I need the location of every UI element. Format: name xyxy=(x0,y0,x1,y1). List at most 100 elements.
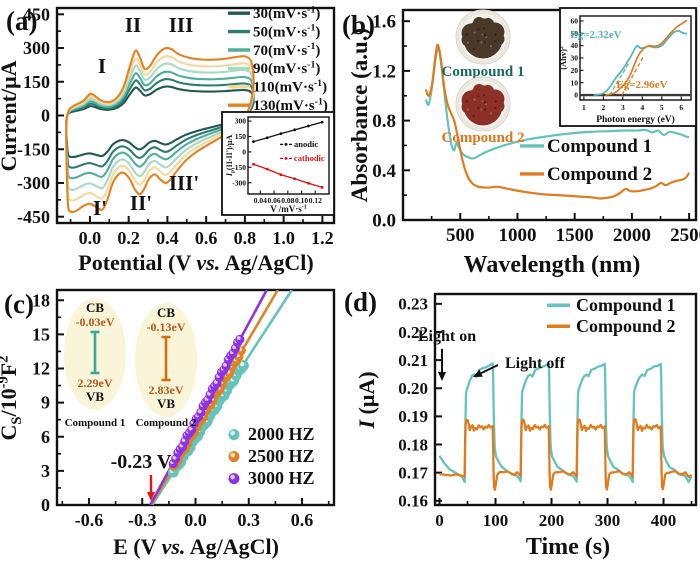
inset-y-label: (Ahv)2 xyxy=(558,46,568,70)
peak-label-II': II' xyxy=(130,191,152,215)
panel-a: (a) 0.0 0.2 0.4 0.6 0.8 1.0 1.2 -450 -300 -150 0 15… xyxy=(0,0,350,281)
legend-label: 30(mV·s-1) xyxy=(253,4,320,22)
speckle xyxy=(477,39,480,42)
powder-photo-1 xyxy=(455,9,511,65)
speckle xyxy=(483,108,487,111)
speckle xyxy=(472,114,475,118)
inset-marker xyxy=(265,167,269,171)
x-tick-label: 5 xyxy=(660,103,664,112)
mott-schottky-chart: -0.6 -0.3 0.0 0.3 0.6 0 3 6 9 12 15 18 E (V vs. Ag/A… xyxy=(0,288,336,559)
marker-highlight xyxy=(230,452,235,458)
peak-label-II: II xyxy=(125,13,141,37)
gap-energy: 2.29eV xyxy=(78,376,113,390)
x-tick-label: 0.0 xyxy=(79,228,102,248)
photocurrent-chart: 0 100 200 300 400 0.16 0.17 0.18 0.19 0.20 0.21 0.2… xyxy=(354,292,698,560)
x-tick-label: 0.2 xyxy=(117,228,140,248)
inset-box xyxy=(559,7,697,127)
arrow-head xyxy=(147,492,155,501)
y-tick-label: 450 xyxy=(23,4,50,24)
legend-label: 130(mV·s-1) xyxy=(253,96,328,114)
powder xyxy=(461,100,475,114)
inset-line-anodic xyxy=(253,121,323,143)
x-tick-label: 500 xyxy=(446,225,475,246)
y-tick-label: 0.22 xyxy=(398,323,428,342)
marker-highlight xyxy=(230,474,235,480)
legend-label: 3000 HZ xyxy=(248,468,315,488)
panel-c: (c) -0.6 -0.3 0.0 0.3 0.6 0 3 6 9 12 15 18 E (V vs. … xyxy=(0,281,350,563)
marker-highlight xyxy=(197,409,202,414)
y-tick-label: 0.4 xyxy=(372,161,396,182)
y-tick-label: 0.21 xyxy=(398,351,428,370)
y-tick-label: 40 xyxy=(571,41,579,50)
inset-marker xyxy=(279,132,283,136)
y-tick-label: 150 xyxy=(235,132,247,141)
powder-photo-2 xyxy=(455,76,511,132)
panel-a-label: (a) xyxy=(6,6,38,36)
cb-energy: -0.03eV xyxy=(76,315,115,329)
speckle xyxy=(483,41,487,44)
y-tick-label: 0 xyxy=(41,106,50,126)
inset-marker xyxy=(307,181,310,185)
x-tick-label: 0.12 xyxy=(309,196,322,205)
x-tick-label: 6 xyxy=(679,103,683,112)
marker-highlight xyxy=(172,455,177,460)
dish-rim xyxy=(457,78,509,130)
speckle xyxy=(482,27,485,30)
peak-label-III: III xyxy=(169,13,194,37)
y-tick-label: 0.17 xyxy=(398,463,428,482)
speckle xyxy=(477,28,480,31)
x-axis-label: Wavelength (nm) xyxy=(464,252,641,278)
inset-marker xyxy=(320,185,324,189)
powder xyxy=(461,33,475,47)
photo-label-2: Compound 2 xyxy=(442,130,525,146)
inset-marker xyxy=(293,128,297,132)
x-tick-label: 200 xyxy=(539,511,565,530)
vb-label: VB xyxy=(86,389,104,404)
y-tick-label: 0 xyxy=(574,91,578,100)
inset-legend-anodic: anodic xyxy=(294,139,318,149)
speckle xyxy=(465,33,468,36)
legend-label: 70(mV·s-1) xyxy=(253,41,320,59)
panel-d-label: (d) xyxy=(344,287,377,317)
speckle xyxy=(494,33,497,36)
powder xyxy=(482,85,494,97)
x-axis-label: Potential (V vs. Ag/AgCl) xyxy=(78,250,313,275)
plot-frame xyxy=(433,292,698,507)
speckle xyxy=(482,94,485,97)
powder xyxy=(482,18,494,30)
y-tick-label: -450 xyxy=(17,207,50,227)
ip-inset: 0.04 0.06 0.08 0.10 0.12 -300 -150 0 150 300 V /mV… xyxy=(221,111,335,216)
legend-label: 2500 HZ xyxy=(248,446,315,466)
panel-b: (b) 50010001500200025000.00.40.81.21.6Wa… xyxy=(342,0,700,281)
powder xyxy=(473,17,485,29)
speckle xyxy=(480,41,483,44)
y-tick-label: 300 xyxy=(23,38,50,58)
x-tick-label: 0.4 xyxy=(156,228,179,248)
inset-legend-dot xyxy=(284,157,288,160)
photo-label-1: Compound 1 xyxy=(442,64,525,80)
speckle xyxy=(481,100,484,103)
y-tick-label: 0.8 xyxy=(372,111,396,132)
spectrum-Compound 2 xyxy=(424,43,691,200)
x-tick-label: 2500 xyxy=(670,225,700,246)
x-tick-label: 0.06 xyxy=(268,196,281,205)
absorbance-chart: 50010001500200025000.00.40.81.21.6Wavele… xyxy=(350,7,700,278)
panel-c-label: (c) xyxy=(4,289,34,319)
marker-highlight xyxy=(239,361,245,367)
powder xyxy=(491,32,505,46)
y-tick-label: 0.19 xyxy=(398,407,428,426)
cb-label: CB xyxy=(157,305,175,320)
x-tick-label: 0.8 xyxy=(234,228,257,248)
y-tick-label: 15 xyxy=(32,324,50,344)
inset-legend-cathodic: cathodic xyxy=(294,153,325,163)
inset-y-label: Ip(II-II')/μA xyxy=(225,135,236,177)
x-axis-label: Time (s) xyxy=(526,534,610,560)
tauc-extrapolation xyxy=(621,56,644,96)
panel-b-label: (b) xyxy=(342,10,375,40)
speckle xyxy=(494,106,497,110)
y-tick-label: 9 xyxy=(41,393,50,413)
speckle xyxy=(466,108,469,111)
photocurrent-Compound 2 xyxy=(439,418,693,491)
